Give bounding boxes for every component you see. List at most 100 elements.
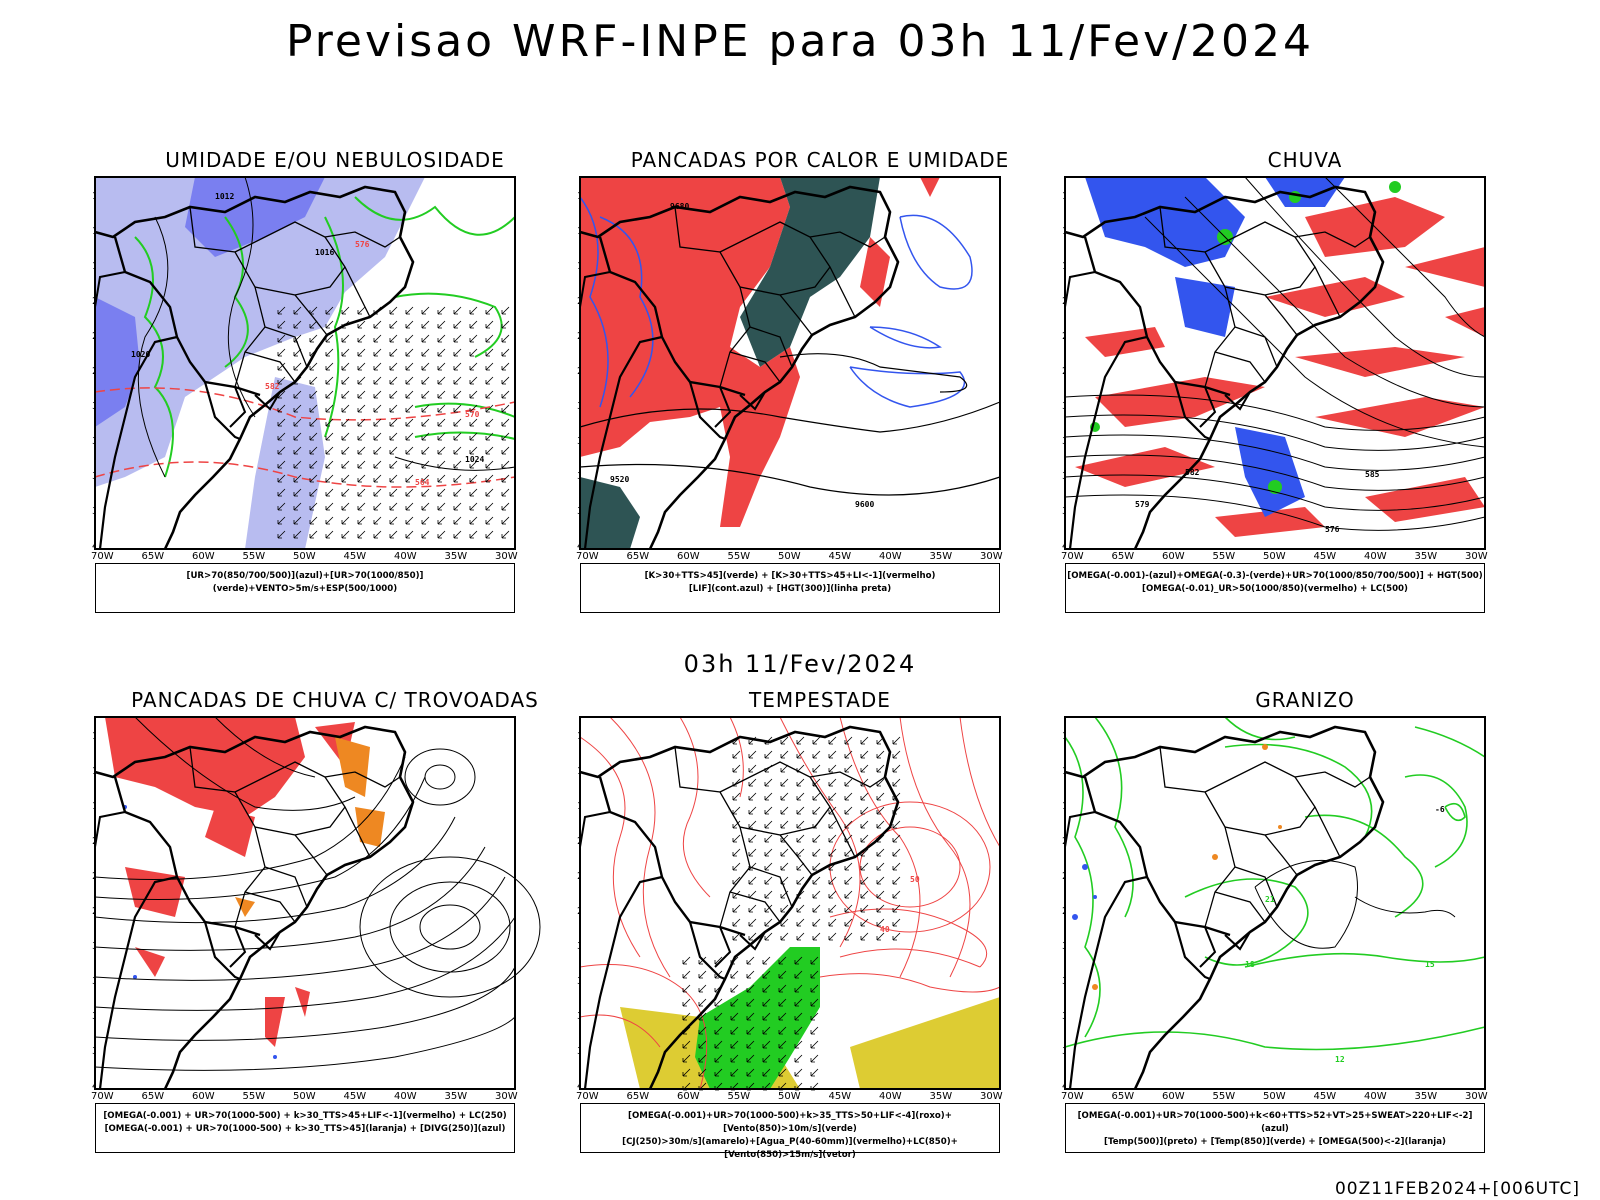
wind-arrow bbox=[357, 474, 366, 483]
contour-label: 9600 bbox=[855, 500, 874, 509]
wind-arrow bbox=[421, 530, 430, 539]
wind-arrow bbox=[341, 432, 350, 441]
wind-arrow bbox=[421, 334, 430, 343]
wind-arrow bbox=[453, 474, 462, 483]
wind-arrow bbox=[293, 488, 302, 497]
contour-label: 582 bbox=[265, 382, 280, 391]
wind-arrow bbox=[764, 918, 773, 927]
wind-arrow bbox=[277, 362, 286, 371]
wind-arrow bbox=[469, 460, 478, 469]
longitude-label: 35W bbox=[1415, 551, 1438, 562]
wind-arrow bbox=[373, 404, 382, 413]
wind-arrow bbox=[730, 970, 739, 979]
wind-arrow bbox=[341, 362, 350, 371]
wind-arrow bbox=[485, 390, 494, 399]
longitude-label: 30W bbox=[495, 551, 518, 562]
wind-arrow bbox=[876, 876, 885, 885]
wind-arrow bbox=[892, 820, 901, 829]
wind-arrow bbox=[764, 862, 773, 871]
wind-arrow bbox=[892, 764, 901, 773]
wind-arrow bbox=[732, 862, 741, 871]
wind-arrow bbox=[828, 890, 837, 899]
contour-label: 12 bbox=[1335, 1055, 1345, 1064]
wind-arrow bbox=[325, 488, 334, 497]
wind-arrow bbox=[746, 1054, 755, 1063]
wind-arrow bbox=[860, 792, 869, 801]
wind-arrow bbox=[405, 334, 414, 343]
wind-arrow bbox=[714, 1054, 723, 1063]
wind-arrow bbox=[794, 1068, 803, 1077]
wind-arrow bbox=[778, 956, 787, 965]
wind-arrow bbox=[357, 362, 366, 371]
wind-arrow bbox=[437, 376, 446, 385]
wind-arrow bbox=[453, 390, 462, 399]
longitude-label: 40W bbox=[879, 1091, 902, 1102]
wind-arrow bbox=[277, 530, 286, 539]
wind-arrow bbox=[437, 460, 446, 469]
wind-arrow bbox=[373, 320, 382, 329]
wind-arrow bbox=[501, 502, 510, 511]
wind-arrow bbox=[437, 432, 446, 441]
wind-arrow bbox=[764, 778, 773, 787]
longitude-label: 60W bbox=[677, 551, 700, 562]
wind-arrow bbox=[780, 904, 789, 913]
wind-arrow bbox=[325, 362, 334, 371]
wind-arrow bbox=[277, 376, 286, 385]
longitude-label: 35W bbox=[1415, 1091, 1438, 1102]
wind-arrow bbox=[405, 376, 414, 385]
wind-arrow bbox=[469, 502, 478, 511]
wind-arrow bbox=[812, 750, 821, 759]
wind-arrow bbox=[389, 460, 398, 469]
wind-arrow bbox=[357, 390, 366, 399]
longitude-label: 45W bbox=[1314, 551, 1337, 562]
map-granizo: 12S15S18S21S24S27S30S33S36S39S42S 70W65W… bbox=[1061, 716, 1488, 1102]
wind-arrow bbox=[485, 474, 494, 483]
wind-arrow bbox=[892, 834, 901, 843]
wind-arrow bbox=[341, 376, 350, 385]
wind-arrow bbox=[812, 876, 821, 885]
wind-arrow bbox=[485, 418, 494, 427]
wind-arrow bbox=[373, 390, 382, 399]
wind-arrow bbox=[860, 820, 869, 829]
wind-arrow bbox=[796, 736, 805, 745]
wind-arrow bbox=[764, 904, 773, 913]
wind-arrow bbox=[812, 890, 821, 899]
wind-arrow bbox=[844, 820, 853, 829]
wind-arrow bbox=[764, 820, 773, 829]
contour-label: 1020 bbox=[131, 350, 150, 359]
wind-arrow bbox=[389, 320, 398, 329]
wind-arrow bbox=[812, 806, 821, 815]
wind-arrow bbox=[698, 1040, 707, 1049]
wind-arrow bbox=[357, 348, 366, 357]
wind-arrow bbox=[828, 750, 837, 759]
wind-arrow bbox=[437, 362, 446, 371]
wind-arrow bbox=[309, 390, 318, 399]
wind-arrow bbox=[389, 418, 398, 427]
wind-arrow bbox=[421, 306, 430, 315]
wind-arrow bbox=[453, 376, 462, 385]
longitude-label: 35W bbox=[930, 551, 953, 562]
wind-arrow bbox=[469, 390, 478, 399]
longitude-axis: 70W 65W 60W 55W 50W 45W 40W 35W 30W bbox=[1061, 1091, 1488, 1102]
wind-arrow bbox=[373, 334, 382, 343]
longitude-label: 40W bbox=[394, 551, 417, 562]
wind-arrow bbox=[778, 1054, 787, 1063]
wind-vectors bbox=[277, 306, 510, 539]
longitude-label: 30W bbox=[1465, 1091, 1488, 1102]
map-chuva: 12S15S18S21S24S27S30S33S36S39S42S 70W65W… bbox=[1061, 176, 1488, 562]
wind-arrow bbox=[892, 918, 901, 927]
wind-arrow bbox=[341, 474, 350, 483]
wind-arrow bbox=[309, 320, 318, 329]
wind-arrow bbox=[892, 736, 901, 745]
longitude-label: 55W bbox=[243, 551, 266, 562]
wind-arrow bbox=[748, 820, 757, 829]
contour-label: 585 bbox=[1365, 470, 1380, 479]
wind-arrow bbox=[876, 820, 885, 829]
legend-line: [K>30+TTS>45](verde) + [K>30+TTS>45+LI<-… bbox=[644, 571, 936, 581]
wind-arrow bbox=[762, 956, 771, 965]
wind-arrow bbox=[810, 1068, 819, 1077]
wind-arrow bbox=[325, 530, 334, 539]
wind-arrow bbox=[698, 998, 707, 1007]
wind-arrow bbox=[389, 362, 398, 371]
wind-arrow bbox=[405, 502, 414, 511]
